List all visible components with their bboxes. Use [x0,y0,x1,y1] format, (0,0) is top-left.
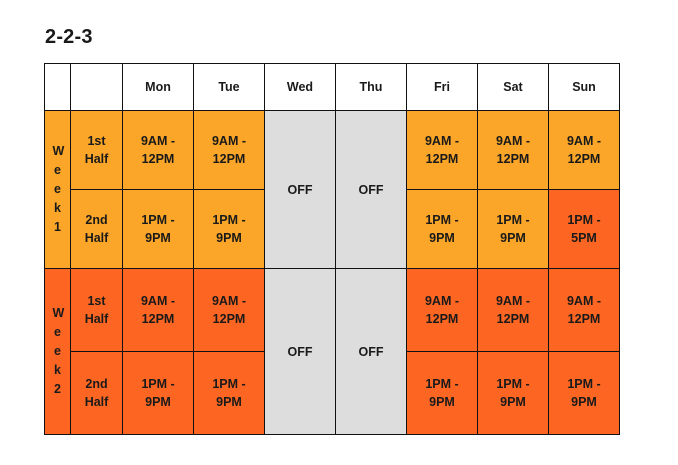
header-wed: Wed [264,63,336,111]
shift-cell: 9AM - 12PM [122,110,194,190]
shift-cell: 9AM - 12PM [406,110,478,190]
shift-cell: 9AM - 12PM [193,110,265,190]
off-cell: OFF [264,268,336,435]
header-sun: Sun [548,63,620,111]
off-cell: OFF [335,268,407,435]
shift-cell: 1PM - 9PM [122,351,194,435]
off-cell: OFF [335,110,407,269]
header-sat: Sat [477,63,549,111]
shift-cell: 9AM - 12PM [193,268,265,352]
header-mon: Mon [122,63,194,111]
shift-cell: 9AM - 12PM [122,268,194,352]
header-blank-week [44,63,71,111]
week-2-label: Week2 [52,306,65,396]
shift-cell: 1PM - 9PM [193,189,265,269]
half-label: 2nd Half [70,189,123,269]
page-title: 2-2-3 [45,26,93,48]
half-label: 2nd Half [70,351,123,435]
shift-cell: 9AM - 12PM [477,110,549,190]
shift-cell: 1PM - 9PM [548,351,620,435]
table-row: 2nd Half 1PM - 9PM 1PM - 9PM 1PM - 9PM 1… [45,189,620,269]
schedule-table: Mon Tue Wed Thu Fri Sat Sun Week1 1st Ha… [44,63,620,435]
week-2-label-cell: Week2 [44,268,71,435]
header-row: Mon Tue Wed Thu Fri Sat Sun [44,63,620,111]
header-fri: Fri [406,63,478,111]
shift-cell: 9AM - 12PM [548,268,620,352]
shift-cell: 1PM - 9PM [477,189,549,269]
shift-cell: 9AM - 12PM [406,268,478,352]
half-label: 1st Half [70,110,123,190]
table-row: Week1 1st Half 9AM - 12PM 9AM - 12PM OFF… [44,110,620,269]
shift-cell: 1PM - 9PM [406,189,478,269]
week-1-label: Week1 [52,144,65,234]
week-1-label-cell: Week1 [44,110,71,269]
shift-cell: 1PM - 5PM [548,189,620,269]
half-label: 1st Half [70,268,123,352]
table-row: 2nd Half 1PM - 9PM 1PM - 9PM 1PM - 9PM 1… [45,351,620,435]
header-blank-half [70,63,123,111]
shift-cell: 1PM - 9PM [477,351,549,435]
table-row: Week2 1st Half 9AM - 12PM 9AM - 12PM OFF… [44,268,620,435]
shift-cell: 1PM - 9PM [122,189,194,269]
shift-cell: 1PM - 9PM [406,351,478,435]
shift-cell: 9AM - 12PM [477,268,549,352]
off-cell: OFF [264,110,336,269]
header-thu: Thu [335,63,407,111]
shift-cell: 9AM - 12PM [548,110,620,190]
shift-cell: 1PM - 9PM [193,351,265,435]
header-tue: Tue [193,63,265,111]
